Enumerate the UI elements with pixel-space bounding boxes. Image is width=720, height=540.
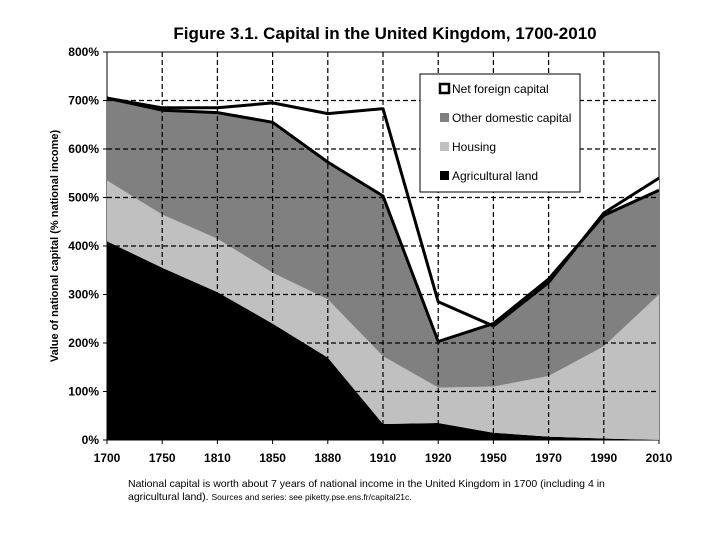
area-net-foreign-capital — [107, 98, 659, 342]
y-tick-label: 600% — [68, 142, 99, 156]
x-tick-label: 1950 — [480, 451, 507, 465]
x-tick-label: 1990 — [590, 451, 617, 465]
x-tick-label: 1700 — [94, 451, 121, 465]
footnote-main: National capital is worth about 7 years … — [128, 478, 605, 503]
y-tick-label: 800% — [68, 45, 99, 59]
legend-swatch-agricultural-land — [440, 171, 449, 180]
legend-label-housing: Housing — [452, 140, 496, 154]
x-tick-label: 1970 — [535, 451, 562, 465]
y-axis-label: Value of national capital (% national in… — [49, 130, 61, 363]
legend-label-agricultural-land: Agricultural land — [452, 169, 538, 183]
y-tick-label: 100% — [68, 385, 99, 399]
area-agricultural-land — [107, 241, 659, 440]
legend-swatch-other-domestic-capital — [440, 113, 449, 122]
x-tick-label: 2010 — [646, 451, 673, 465]
y-tick-label: 400% — [68, 239, 99, 253]
line-total-capital — [106, 96, 660, 328]
legend-label-net-foreign-capital: Net foreign capital — [452, 82, 549, 96]
x-tick-label: 1910 — [370, 451, 397, 465]
x-tick-label: 1750 — [149, 451, 176, 465]
footnote-source: Sources and series: see piketty.pse.ens.… — [211, 492, 412, 502]
y-tick-label: 200% — [68, 336, 99, 350]
x-axis: 1700 1750 1810 1850 1880 1910 1920 1950 1970 1990… — [94, 440, 673, 465]
legend: Net foreign capital Other domestic capita… — [419, 73, 581, 193]
footnote: National capital is worth about 7 years … — [128, 478, 628, 504]
y-tick-label: 0% — [82, 433, 100, 447]
series-lines — [106, 96, 660, 343]
y-tick-label: 300% — [68, 288, 99, 302]
x-tick-label: 1920 — [425, 451, 452, 465]
x-tick-label: 1810 — [204, 451, 231, 465]
x-tick-label: 1880 — [314, 451, 341, 465]
y-tick-label: 500% — [68, 191, 99, 205]
y-axis: 0% 100% 200% 300% 400% 500% 600% 700% 800% — [68, 45, 107, 447]
y-tick-label: 700% — [68, 94, 99, 108]
legend-label-other-domestic-capital: Other domestic capital — [452, 111, 571, 125]
area-other-domestic-capital — [107, 98, 659, 388]
legend-swatch-housing — [440, 142, 449, 151]
chart-title: Figure 3.1. Capital in the United Kingdo… — [173, 24, 596, 43]
legend-swatch-net-foreign-capital — [438, 82, 451, 95]
x-tick-label: 1850 — [259, 451, 286, 465]
